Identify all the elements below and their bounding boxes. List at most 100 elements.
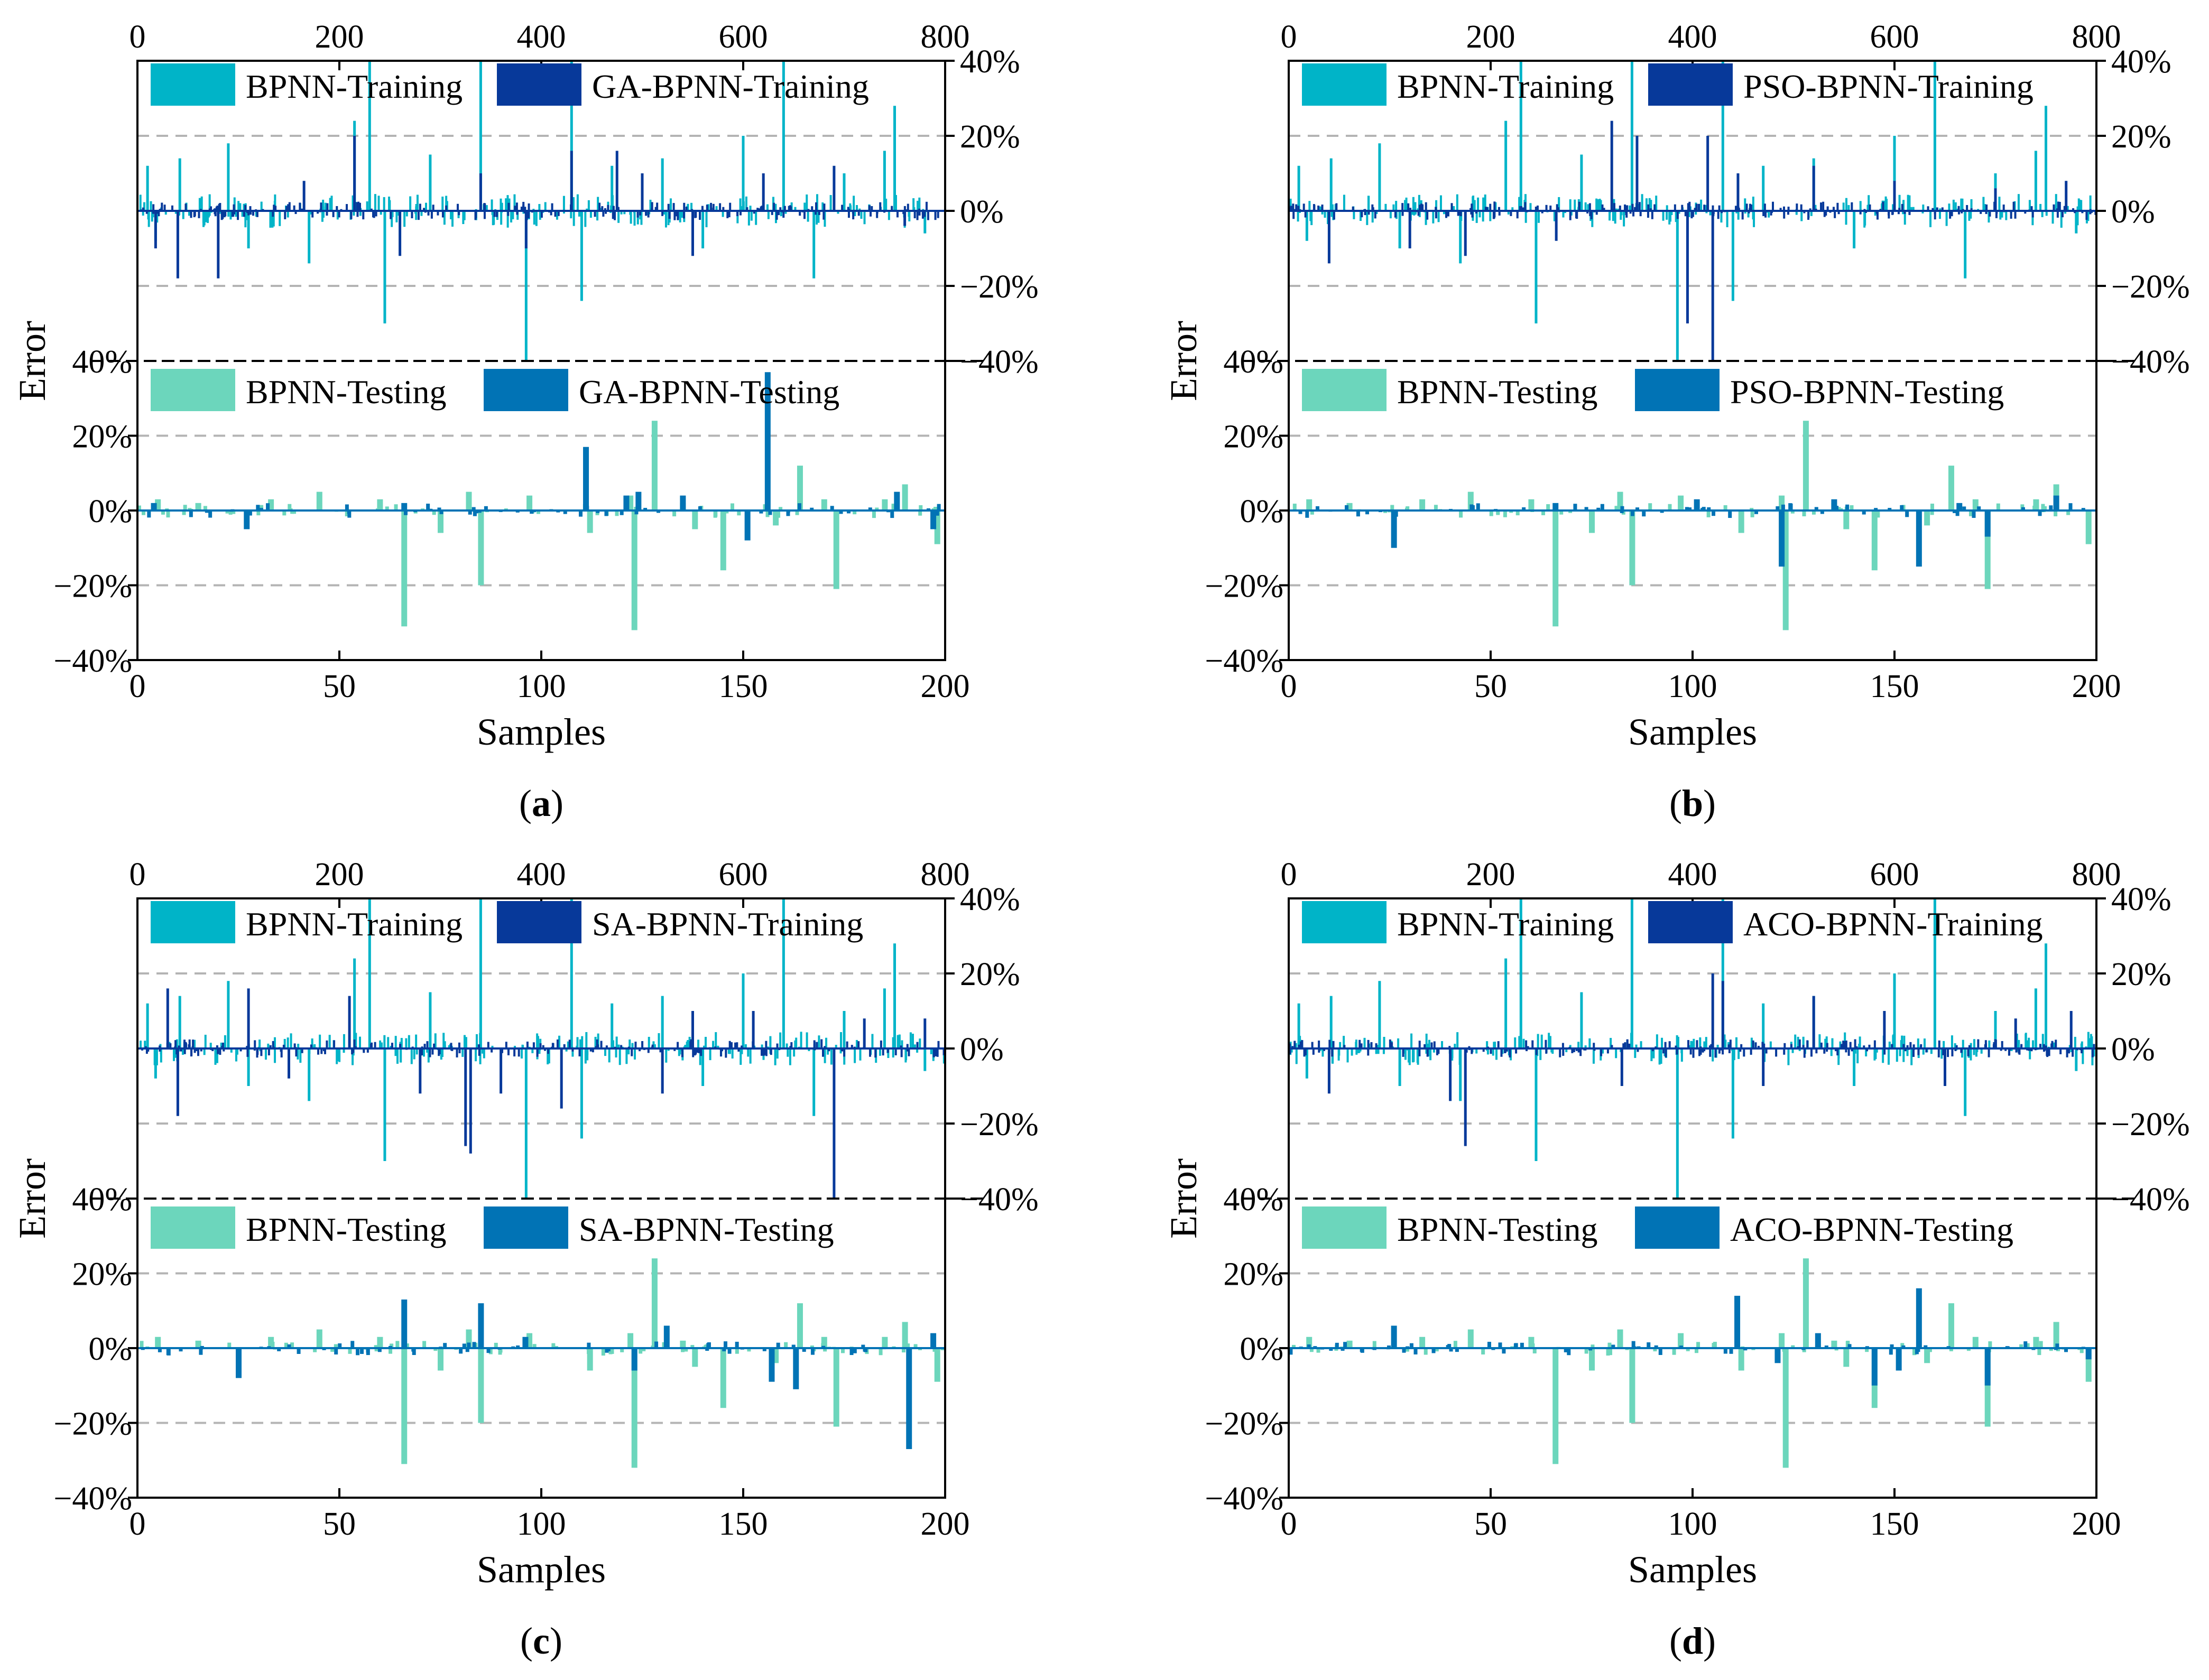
training-series-1	[1289, 973, 2095, 1146]
testing-noise-bar	[1402, 1348, 1406, 1353]
left-y-tick-label: −20%	[53, 1406, 132, 1442]
testing-noise-bar	[1496, 511, 1500, 515]
testing-noise-bar	[1522, 507, 1526, 511]
testing-bar	[773, 1348, 779, 1363]
caption-letter: c	[533, 1620, 550, 1662]
testing-noise-bar	[498, 1348, 502, 1355]
testing-noise-bar	[484, 506, 488, 511]
testing-noise-bar	[166, 1348, 170, 1356]
testing-noise-bar	[2026, 1343, 2030, 1348]
testing-noise-bar	[1596, 507, 1601, 511]
testing-noise-bar	[1811, 511, 1816, 515]
testing-bar	[692, 1348, 698, 1367]
training-series-group	[1289, 898, 2095, 1199]
right-y-tick-label: 20%	[2111, 957, 2171, 992]
left-y-tick-label: 0%	[88, 494, 132, 530]
testing-noise-bar	[1668, 504, 1672, 511]
testing-bar	[1803, 1258, 1809, 1348]
testing-noise-bar	[1728, 511, 1732, 518]
testing-legend-label-1: SA-BPNN-Testing	[579, 1211, 834, 1248]
testing-noise-bar	[933, 507, 938, 511]
testing-noise-bar	[182, 511, 186, 515]
testing-noise-bar	[1723, 1348, 1727, 1354]
testing-noise-bar	[1449, 1348, 1453, 1352]
testing-noise-bar	[868, 507, 872, 511]
right-y-tick-label: −40%	[2111, 344, 2190, 380]
testing-noise-bar	[232, 511, 236, 514]
testing-noise-bar	[516, 1345, 520, 1348]
bottom-x-tick-label: 100	[1668, 1506, 1717, 1542]
testing-bar	[906, 1348, 912, 1450]
testing-noise-bar	[1694, 1348, 1698, 1353]
testing-noise-bar	[765, 511, 770, 517]
testing-bar	[1589, 1348, 1595, 1371]
top-x-tick-label: 0	[1281, 19, 1297, 55]
testing-bar	[651, 421, 658, 511]
top-x-tick-label: 0	[1281, 857, 1297, 893]
bottom-x-tick-label: 150	[719, 669, 768, 704]
testing-noise-bar	[1654, 1345, 1658, 1348]
testing-noise-bar	[288, 504, 292, 511]
testing-noise-bar	[313, 1348, 317, 1352]
testing-bar	[934, 1348, 940, 1382]
testing-noise-bar	[1988, 1341, 1992, 1348]
testing-noise-bar	[1292, 504, 1297, 511]
caption-close: )	[550, 1620, 562, 1662]
testing-legend-swatch-1	[1635, 1206, 1720, 1249]
testing-noise-bar	[1630, 511, 1634, 516]
testing-noise-bar	[1600, 504, 1604, 511]
testing-noise-bar	[642, 1348, 646, 1351]
testing-bar	[1467, 1329, 1474, 1348]
training-legend-label-1: GA-BPNN-Training	[592, 68, 869, 105]
testing-noise-bar	[849, 1348, 854, 1356]
testing-noise-bar	[2066, 511, 2071, 515]
testing-noise-bar	[1696, 1342, 1700, 1348]
testing-bar	[401, 503, 408, 511]
testing-noise-bar	[620, 1348, 624, 1352]
testing-noise-bar	[166, 511, 170, 518]
testing-noise-bar	[1309, 1348, 1314, 1352]
testing-series-group	[140, 1258, 945, 1468]
panel-caption: (a)	[519, 782, 563, 824]
x-axis-title: Samples	[477, 1548, 606, 1591]
testing-bar	[1984, 1348, 1991, 1386]
testing-noise-bar	[1781, 504, 1785, 511]
testing-bar	[1984, 511, 1991, 537]
testing-noise-bar	[2041, 504, 2045, 511]
testing-noise-bar	[1912, 1348, 1917, 1355]
testing-series-1	[1289, 1288, 2092, 1386]
testing-noise-bar	[260, 505, 264, 511]
panel-c: 0 200 400 600 80040%20%0%−20%−40%40%20%0%−20…	[11, 857, 1039, 1662]
testing-noise-bar	[1635, 507, 1640, 511]
testing-noise-bar	[1614, 506, 1619, 511]
testing-bar	[720, 1348, 726, 1408]
testing-bar	[2085, 511, 2092, 544]
testing-bar	[1419, 499, 1426, 511]
testing-noise-bar	[2023, 1341, 2028, 1348]
testing-noise-bar	[1968, 511, 1973, 516]
testing-noise-bar	[727, 1348, 732, 1354]
testing-noise-bar	[690, 1345, 695, 1348]
testing-legend-label-1: GA-BPNN-Testing	[579, 373, 839, 411]
testing-noise-bar	[1685, 507, 1689, 511]
testing-noise-bar	[1688, 507, 1692, 511]
testing-noise-bar	[1502, 1348, 1506, 1354]
testing-noise-bar	[1365, 511, 1370, 515]
testing-bar	[1779, 1333, 1785, 1348]
testing-legend-swatch-1	[1635, 369, 1720, 411]
testing-noise-bar	[1658, 1348, 1662, 1355]
testing-noise-bar	[188, 508, 192, 511]
testing-noise-bar	[1862, 511, 1866, 515]
testing-bar	[1391, 511, 1397, 548]
testing-noise-bar	[654, 1341, 659, 1348]
testing-noise-bar	[1514, 1343, 1518, 1348]
right-y-tick-label: 20%	[2111, 119, 2171, 155]
testing-bar	[1738, 511, 1744, 533]
testing-bar	[1528, 1336, 1535, 1348]
testing-noise-bar	[330, 1348, 335, 1352]
left-y-tick-label: 0%	[1240, 494, 1283, 530]
testing-noise-bar	[1310, 511, 1314, 515]
testing-noise-bar	[935, 511, 939, 516]
testing-noise-bar	[334, 1348, 338, 1355]
testing-series-0	[140, 1258, 945, 1468]
